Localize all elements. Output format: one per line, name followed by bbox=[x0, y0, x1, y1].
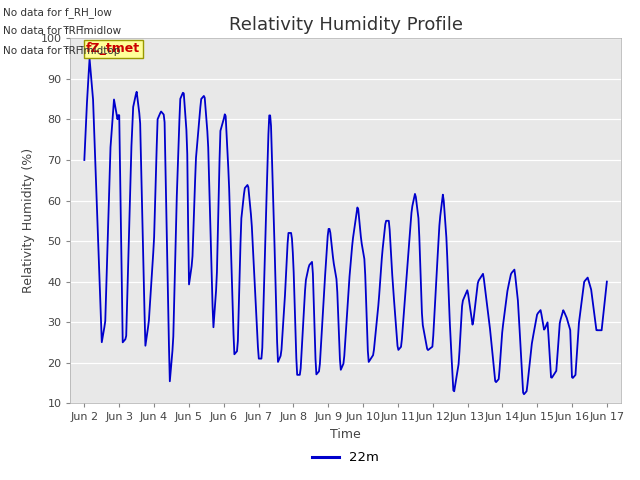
Text: No data for f̅RH̅midlow: No data for f̅RH̅midlow bbox=[3, 26, 122, 36]
Text: No data for f_RH_low: No data for f_RH_low bbox=[3, 7, 112, 18]
Legend: 22m: 22m bbox=[307, 446, 384, 469]
Y-axis label: Relativity Humidity (%): Relativity Humidity (%) bbox=[22, 148, 35, 293]
Title: Relativity Humidity Profile: Relativity Humidity Profile bbox=[228, 16, 463, 34]
Text: No data for f̅RH̅midtop: No data for f̅RH̅midtop bbox=[3, 46, 120, 56]
Text: fZ_tmet: fZ_tmet bbox=[86, 42, 140, 56]
X-axis label: Time: Time bbox=[330, 428, 361, 441]
